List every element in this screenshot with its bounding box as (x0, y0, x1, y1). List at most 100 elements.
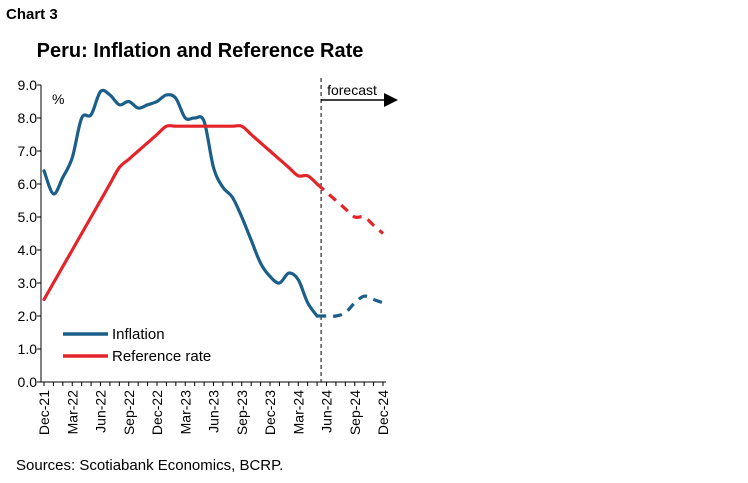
reference-rate-point (232, 125, 234, 127)
x-tick-label: Dec-22 (149, 390, 165, 435)
reference-rate-point (128, 158, 130, 160)
reference-rate-point (250, 134, 252, 136)
inflation-point (194, 117, 196, 119)
reference-rate-point (156, 134, 158, 136)
reference-rate-point (137, 150, 139, 152)
inflation-point (307, 302, 309, 304)
reference-rate-point (194, 125, 196, 127)
y-tick-label: 6.0 (18, 176, 38, 192)
x-tick-label: Mar-24 (290, 390, 306, 435)
reference-rate-point (175, 125, 177, 127)
inflation-point (90, 114, 92, 116)
reference-rate-point (53, 282, 55, 284)
inflation-point (241, 216, 243, 218)
inflation-point (260, 262, 262, 264)
legend: Inflation Reference rate (63, 326, 211, 365)
inflation-point (119, 104, 121, 106)
x-tick-label: Sep-24 (347, 390, 363, 435)
inflation-point (156, 101, 158, 103)
reference-rate-point (81, 233, 83, 235)
inflation-point (53, 193, 55, 195)
inflation-point (335, 315, 337, 317)
reference-rate-point (335, 200, 337, 202)
inflation-point (222, 187, 224, 189)
forecast-label: forecast (327, 82, 377, 98)
reference-rate-forecast-line (316, 182, 385, 235)
x-tick-label: Sep-23 (234, 390, 250, 435)
inflation-forecast-line (317, 294, 384, 318)
x-tick-label: Dec-21 (36, 390, 52, 435)
y-tick-label: 7.0 (18, 143, 38, 159)
chart-number-label: Chart 3 (6, 6, 58, 23)
inflation-point (147, 104, 149, 106)
reference-rate-point (316, 183, 318, 185)
reference-rate-point (90, 216, 92, 218)
inflation-point (288, 272, 290, 274)
inflation-point (81, 117, 83, 119)
line-chart: 0.0 1.0 2.0 3.0 4.0 5.0 6.0 7.0 8.0 9.0% Dec-21 Mar… (18, 77, 398, 435)
y-tick-label: 2.0 (18, 308, 38, 324)
inflation-point (203, 121, 205, 123)
reference-rate-point (363, 216, 365, 218)
x-tick-label: Mar-23 (177, 390, 193, 435)
x-tick-label: Mar-22 (64, 390, 80, 435)
y-tick-label: 1.0 (18, 341, 38, 357)
inflation-point (326, 315, 328, 317)
x-tick-label: Dec-24 (375, 390, 391, 435)
y-tick-label: 8.0 (18, 110, 38, 126)
reference-rate-point (109, 183, 111, 185)
inflation-point (382, 302, 384, 304)
reference-rate-point (213, 125, 215, 127)
reference-rate-point (184, 125, 186, 127)
reference-rate-point (345, 208, 347, 210)
reference-rate-point (241, 125, 243, 127)
series-lines (42, 88, 385, 318)
x-tick-label: Sep-22 (121, 390, 137, 435)
reference-rate-point (382, 233, 384, 235)
inflation-legend-label: Inflation (112, 326, 165, 343)
reference-rate-point (100, 200, 102, 202)
reference-rate-point (326, 191, 328, 193)
y-tick-label: 0.0 (18, 374, 38, 390)
y-tick-label: 3.0 (18, 275, 38, 291)
forecast-arrowhead (384, 93, 398, 107)
inflation-point (184, 117, 186, 119)
y-axis-unit-label: % (52, 91, 64, 107)
inflation-point (250, 239, 252, 241)
reference-rate-point (297, 175, 299, 177)
inflation-point (232, 196, 234, 198)
reference-rate-point (269, 150, 271, 152)
inflation-point (100, 91, 102, 93)
inflation-point (166, 94, 168, 96)
reference-rate-point (166, 125, 168, 127)
inflation-point (71, 157, 73, 159)
y-tick-label: 9.0 (18, 77, 38, 93)
reference-rate-point (354, 216, 356, 218)
inflation-point (345, 312, 347, 314)
reference-rate-point (43, 299, 45, 301)
inflation-point (137, 107, 139, 109)
y-tick-label: 4.0 (18, 242, 38, 258)
inflation-point (62, 177, 64, 179)
inflation-point (109, 94, 111, 96)
reference-rate-point (203, 125, 205, 127)
reference-rate-point (62, 266, 64, 268)
y-tick-label: 5.0 (18, 209, 38, 225)
reference-rate-point (288, 167, 290, 169)
reference-rate-line (42, 124, 319, 302)
reference-rate-legend-label: Reference rate (112, 348, 211, 365)
inflation-point (373, 299, 375, 301)
source-note: Sources: Scotiabank Economics, BCRP. (16, 457, 284, 474)
reference-rate-point (222, 125, 224, 127)
inflation-point (297, 279, 299, 281)
reference-rate-point (260, 142, 262, 144)
inflation-point (354, 302, 356, 304)
axes: 0.0 1.0 2.0 3.0 4.0 5.0 6.0 7.0 8.0 9.0% Dec-21 Mar… (18, 77, 398, 435)
reference-rate-point (147, 142, 149, 144)
x-tick-label: Jun-24 (319, 390, 335, 433)
chart-title: Peru: Inflation and Reference Rate (36, 40, 364, 62)
inflation-point (269, 276, 271, 278)
reference-rate-point (279, 158, 281, 160)
inflation-point (128, 101, 130, 103)
inflation-line (42, 88, 319, 318)
